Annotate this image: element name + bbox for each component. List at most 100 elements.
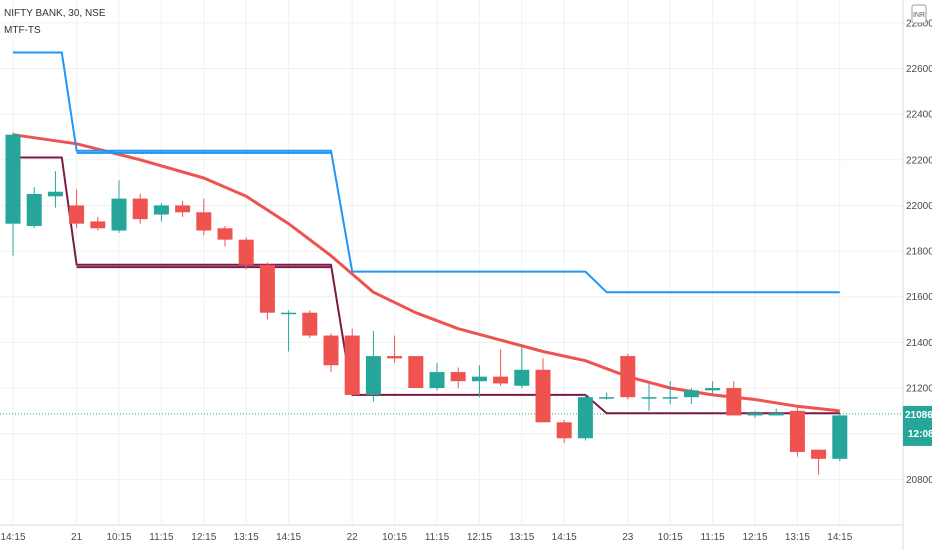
indicator-line [13,156,840,415]
candle-body [811,449,827,459]
candle [259,262,275,320]
candle [429,362,445,391]
candle-body [683,390,699,398]
candle [153,203,169,222]
price-tick-label: 22000.00 [906,201,932,212]
candle-body [365,356,381,395]
last-price-value: 21086.70 [905,410,932,421]
candle-body [789,410,805,452]
candle [662,381,678,405]
candle-body [662,397,678,399]
candle-body [26,194,42,226]
candle [238,237,254,270]
candle [132,194,148,224]
time-tick-label: 10:15 [658,532,683,543]
price-tick-label: 21200.00 [906,384,932,395]
time-tick-label: 11:15 [149,532,174,543]
candle [768,408,784,416]
candle-body [429,372,445,389]
candle [535,358,551,423]
candle [26,187,42,229]
price-tick-label: 21600.00 [906,292,932,303]
time-tick-label: 12:15 [191,532,216,543]
price-tick-label: 20800.00 [906,475,932,486]
price-tick-label: 22200.00 [906,155,932,166]
candle [344,328,360,395]
time-tick-label: 13:15 [785,532,810,543]
candle [196,198,212,236]
candle-body [111,198,127,231]
candle [514,346,530,389]
time-tick-label: 14:15 [827,532,852,543]
candle-body [217,228,233,240]
time-tick-label: 13:15 [234,532,259,543]
time-tick-label: 11:15 [425,532,450,543]
candle-body [132,198,148,220]
candle [789,406,805,457]
time-tick-label: 21 [71,532,83,543]
time-tick-label: 10:15 [106,532,131,543]
price-tick-label: 21400.00 [906,338,932,349]
candle [323,333,339,373]
last-price-tag: 21086.70 12:08 [903,405,932,446]
time-tick-label: 11:15 [700,532,725,543]
time-tick-label: 12:15 [742,532,767,543]
price-tick-label: 22600.00 [906,64,932,75]
candle-body [535,369,551,423]
candle-body [323,335,339,366]
candle-body [768,413,784,416]
candle [5,132,21,256]
candle [90,216,106,231]
candle-body [69,205,85,224]
candle-body [832,415,848,459]
candle-body [153,205,169,215]
candle [281,310,297,352]
candle-body [387,356,403,359]
candle [683,388,699,405]
candle-body [408,356,424,389]
candle-body [726,388,742,416]
candle [471,365,487,398]
candle [47,171,63,208]
candle-body [514,369,530,386]
candle-body [599,397,615,399]
candle-body [471,376,487,382]
candle [641,383,657,411]
candle-body [450,372,466,382]
candle [747,410,763,418]
currency-badge-label: INR [913,12,925,19]
time-tick-label: 12:15 [467,532,492,543]
indicator-label: MTF-TS [4,25,41,36]
candle [217,225,233,247]
bar-countdown: 12:08 [908,429,932,440]
candle [493,349,509,386]
candle [726,381,742,416]
symbol-title: NIFTY BANK, 30, NSE [4,8,106,19]
time-tick-label: 13:15 [509,532,534,543]
candle [811,449,827,475]
candle-body [5,134,21,224]
time-tick-label: 14:15 [0,532,25,543]
candle [408,356,424,389]
candle [705,381,721,395]
candle [111,180,127,233]
candle-body [705,388,721,391]
indicator-line [12,133,840,413]
time-tick-label: 23 [622,532,634,543]
candle [450,367,466,389]
candle-body [344,335,360,395]
time-axis[interactable]: 14:15 21 10:15 11:15 12:15 13:15 14:15 22 10:15 1… [0,532,852,543]
time-tick-label: 10:15 [382,532,407,543]
candle-body [641,397,657,399]
candle-body [747,413,763,416]
candle-body [556,422,572,439]
candle [175,200,191,217]
candle-body [196,212,212,231]
price-tick-label: 22800.00 [906,18,932,29]
indicator-lines [12,51,840,415]
price-tick-label: 22400.00 [906,110,932,121]
candle-body [493,376,509,384]
indicator-line [13,51,840,294]
axes [0,0,904,550]
